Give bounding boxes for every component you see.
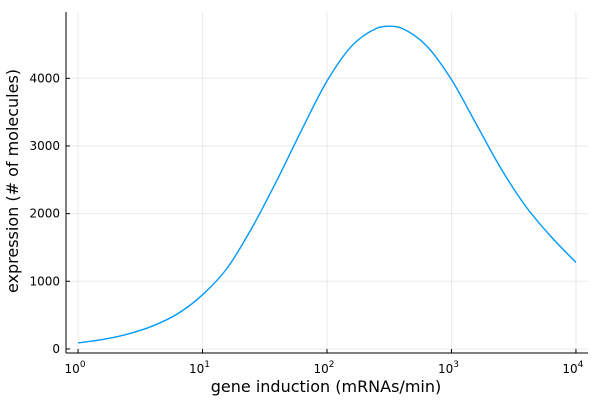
x-tick-label-base: 10 — [438, 362, 453, 376]
y-tick-label: 1000 — [29, 274, 60, 288]
x-tick-label: 103 — [438, 360, 459, 376]
x-tick-label-base: 10 — [313, 362, 328, 376]
axes — [65, 12, 588, 354]
y-tick-label: 2000 — [29, 207, 60, 221]
x-tick-label-base: 10 — [65, 362, 80, 376]
x-tick-label: 101 — [189, 360, 210, 376]
x-tick-label-exponent: 1 — [204, 360, 210, 370]
x-tick-label-exponent: 2 — [329, 360, 335, 370]
plot-area — [77, 25, 577, 344]
grid — [66, 12, 588, 353]
x-tick-labels: 100 101 102 103 104 — [65, 360, 584, 376]
x-tick-label: 100 — [65, 360, 86, 376]
x-tick-label-exponent: 4 — [578, 360, 584, 370]
x-tick-label: 104 — [562, 360, 583, 376]
y-tick-label: 0 — [52, 342, 60, 356]
y-axis-title: expression (# of molecules) — [3, 69, 22, 293]
y-tick-labels: 0 1000 2000 3000 4000 — [29, 71, 60, 356]
y-tick-label: 4000 — [29, 71, 60, 85]
x-tick-label: 102 — [313, 360, 334, 376]
x-tick-label-base: 10 — [562, 362, 577, 376]
x-tick-label-exponent: 0 — [80, 360, 86, 370]
series-line — [77, 25, 577, 344]
x-tick-label-exponent: 3 — [453, 360, 459, 370]
x-tick-label-base: 10 — [189, 362, 204, 376]
x-axis-title: gene induction (mRNAs/min) — [211, 377, 441, 396]
y-tick-label: 3000 — [29, 139, 60, 153]
